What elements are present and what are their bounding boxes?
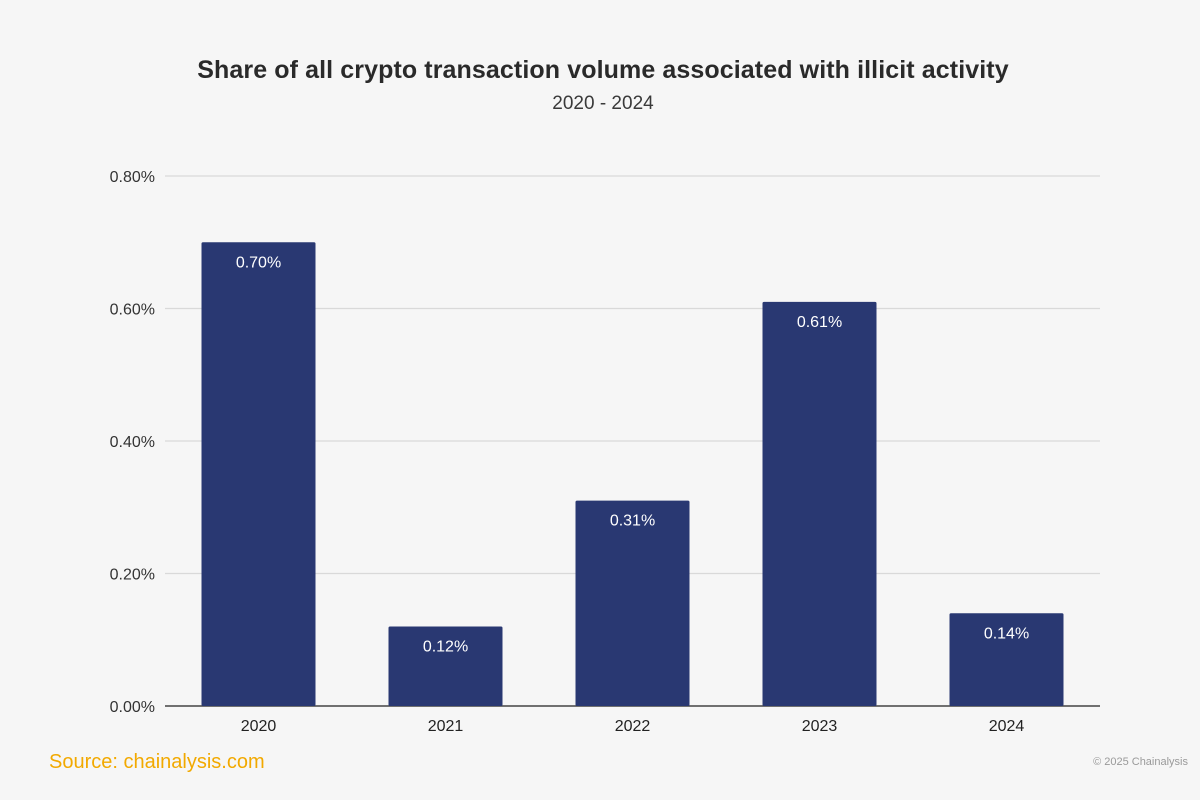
y-tick-label: 0.80% <box>110 169 155 186</box>
x-tick-label: 2023 <box>802 718 838 735</box>
x-tick-label: 2021 <box>428 718 464 735</box>
x-tick-label: 2022 <box>615 718 651 735</box>
data-label: 0.14% <box>984 625 1029 642</box>
y-tick-label: 0.60% <box>110 302 155 319</box>
bar <box>201 242 316 706</box>
data-label: 0.70% <box>236 254 281 271</box>
y-tick-label: 0.40% <box>110 434 155 451</box>
chart-subtitle: 2020 - 2024 <box>552 93 654 114</box>
data-label: 0.12% <box>423 639 468 656</box>
bar <box>762 301 877 706</box>
x-tick-label: 2020 <box>241 718 277 735</box>
y-tick-label: 0.20% <box>110 567 155 584</box>
bar <box>949 613 1064 706</box>
data-label: 0.31% <box>610 513 655 530</box>
source-credit: Source: chainalysis.com <box>49 751 265 773</box>
x-tick-label: 2024 <box>989 718 1025 735</box>
y-tick-label: 0.00% <box>110 699 155 716</box>
bar <box>388 626 503 706</box>
chart-title: Share of all crypto transaction volume a… <box>197 56 1009 84</box>
bar <box>575 500 690 706</box>
copyright-notice: © 2025 Chainalysis <box>1093 756 1188 768</box>
data-label: 0.61% <box>797 314 842 331</box>
